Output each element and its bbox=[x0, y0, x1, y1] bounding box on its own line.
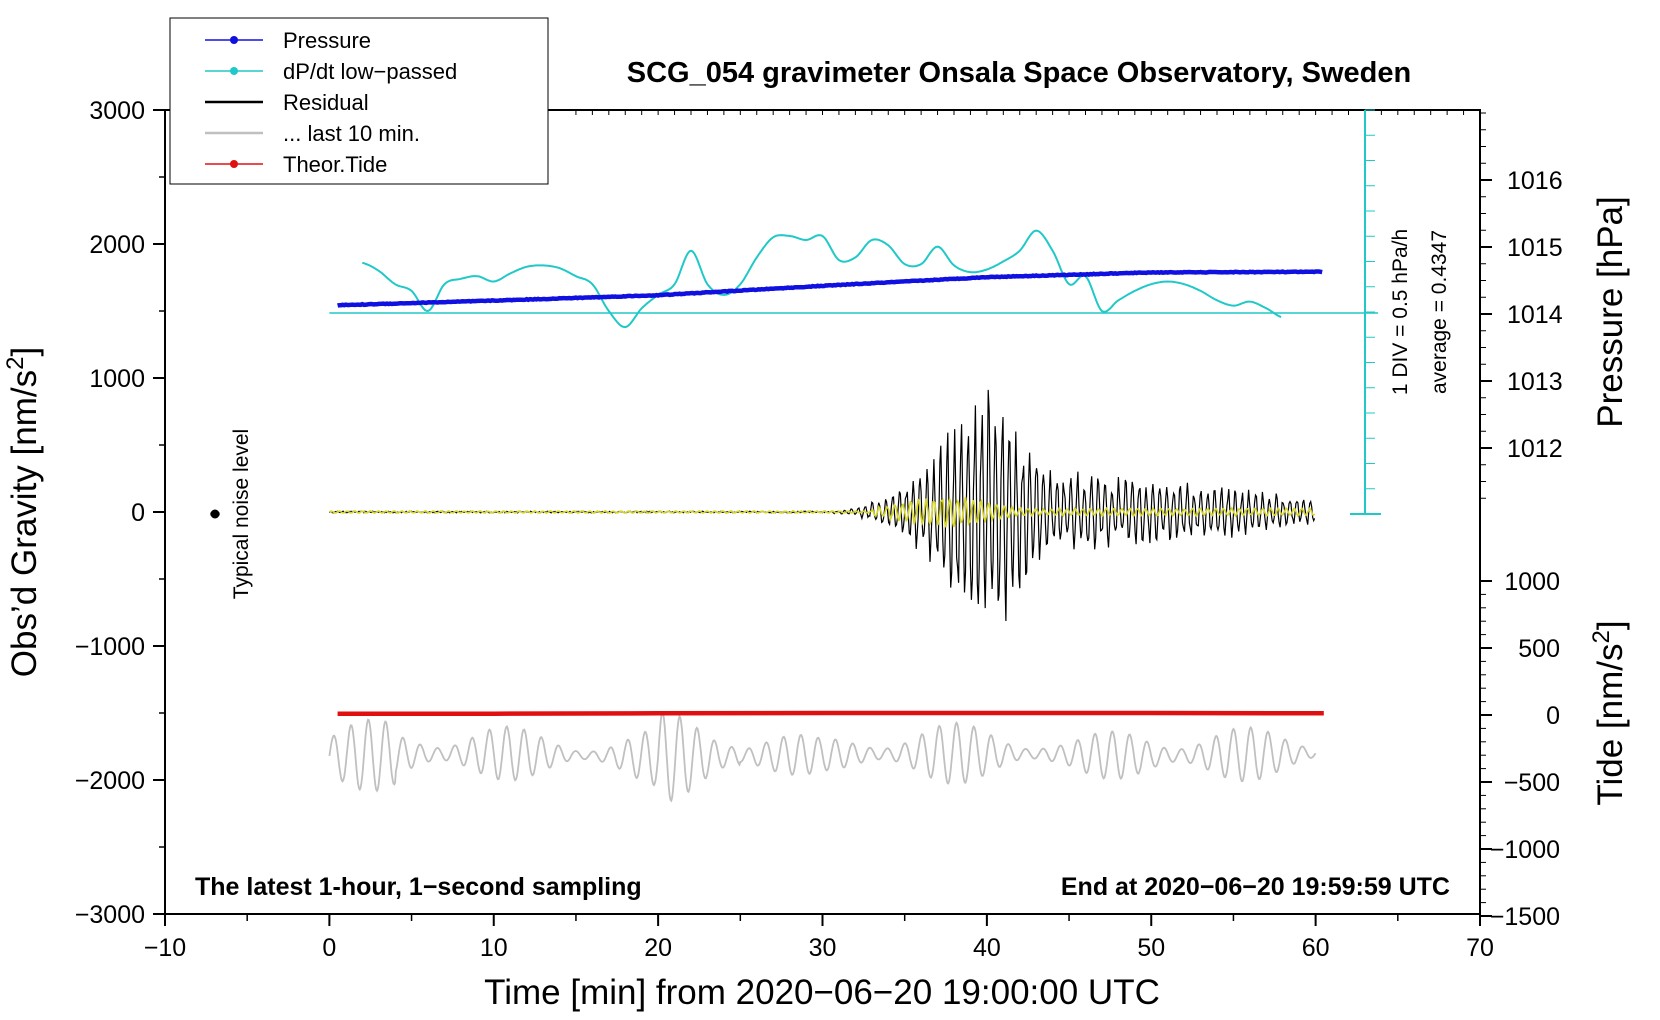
noise-level-dot bbox=[210, 509, 220, 519]
x-axis-label: Time [min] from 2020−06−20 19:00:00 UTC bbox=[484, 973, 1160, 1012]
annotation-sampling: The latest 1-hour, 1−second sampling bbox=[195, 873, 642, 901]
y-ticks-right: 1016 1015 1014 1013 1012 1000 500 0 −500 −1000 −15… bbox=[1480, 112, 1563, 931]
x-tick-label: 20 bbox=[644, 934, 672, 962]
y-axis-label-pressure: Pressure [hPa] bbox=[1591, 196, 1630, 428]
y-tick-label-tide: 0 bbox=[1546, 702, 1560, 730]
legend-swatch-dot bbox=[230, 160, 238, 168]
series-dpdt-line bbox=[362, 229, 1282, 329]
y-tick-label-tide: −1500 bbox=[1490, 903, 1560, 931]
y-tick-label-gravity: −3000 bbox=[75, 901, 145, 929]
x-tick-label: 50 bbox=[1137, 934, 1165, 962]
series-pressure-line bbox=[337, 269, 1323, 308]
legend-swatch-dot bbox=[230, 67, 238, 75]
x-tick-label: 10 bbox=[480, 934, 508, 962]
x-tick-label: 70 bbox=[1466, 934, 1494, 962]
dpdt-scale-bar bbox=[329, 109, 1381, 515]
legend-swatch-dot bbox=[230, 36, 238, 44]
series-layer bbox=[328, 229, 1324, 803]
chart-title: SCG_054 gravimeter Onsala Space Observat… bbox=[627, 57, 1411, 89]
legend-label: Residual bbox=[283, 90, 369, 115]
legend: Pressure dP/dt low−passed Residual ... last… bbox=[169, 17, 549, 185]
y-tick-label-gravity: 3000 bbox=[89, 97, 145, 125]
y-tick-label-tide: 1000 bbox=[1504, 568, 1560, 596]
y-tick-label-gravity: 2000 bbox=[89, 231, 145, 259]
annotation-dpdt-average: average = 0.4347 bbox=[1428, 230, 1451, 394]
y-tick-label-tide: 500 bbox=[1518, 635, 1560, 663]
y-tick-label-pressure: 1014 bbox=[1507, 301, 1563, 329]
x-tick-label: 0 bbox=[322, 934, 336, 962]
y-tick-label-pressure: 1016 bbox=[1507, 167, 1563, 195]
y-axis-label-gravity: Obs’d Gravity [nm/s2] bbox=[2, 347, 45, 677]
y-ticks-gravity: 3000 2000 1000 0 −1000 −2000 −3000 bbox=[75, 97, 165, 929]
legend-label: ... last 10 min. bbox=[283, 121, 420, 146]
series-filtered-line bbox=[328, 496, 1316, 528]
annotation-noise-level: Typical noise level bbox=[230, 429, 253, 599]
y-tick-label-gravity: −1000 bbox=[75, 633, 145, 661]
y-tick-label-tide: −1000 bbox=[1490, 836, 1560, 864]
y-tick-label-pressure: 1013 bbox=[1507, 368, 1563, 396]
series-last-10-min-line bbox=[328, 710, 1317, 803]
x-tick-label: 60 bbox=[1302, 934, 1330, 962]
annotation-end-time: End at 2020−06−20 19:59:59 UTC bbox=[1061, 873, 1450, 901]
series-tide-line bbox=[337, 710, 1324, 716]
legend-label: Pressure bbox=[283, 28, 371, 53]
annotation-dpdt-scale: 1 DIV = 0.5 hPa/h bbox=[1389, 229, 1412, 395]
y-tick-label-pressure: 1015 bbox=[1507, 234, 1563, 262]
y-tick-label-gravity: −2000 bbox=[75, 767, 145, 795]
x-tick-label: 30 bbox=[809, 934, 837, 962]
y-tick-label-pressure: 1012 bbox=[1507, 435, 1563, 463]
y-tick-label-tide: −500 bbox=[1504, 769, 1560, 797]
y-axis-label-tide: Tide [nm/s2] bbox=[1588, 620, 1631, 805]
x-tick-label: −10 bbox=[144, 934, 186, 962]
legend-label: Theor.Tide bbox=[283, 152, 387, 177]
legend-label: dP/dt low−passed bbox=[283, 59, 457, 84]
x-ticks: −10 0 10 20 30 40 50 60 70 bbox=[144, 110, 1494, 962]
x-tick-label: 40 bbox=[973, 934, 1001, 962]
y-tick-label-gravity: 1000 bbox=[89, 365, 145, 393]
y-tick-label-gravity: 0 bbox=[131, 499, 145, 527]
